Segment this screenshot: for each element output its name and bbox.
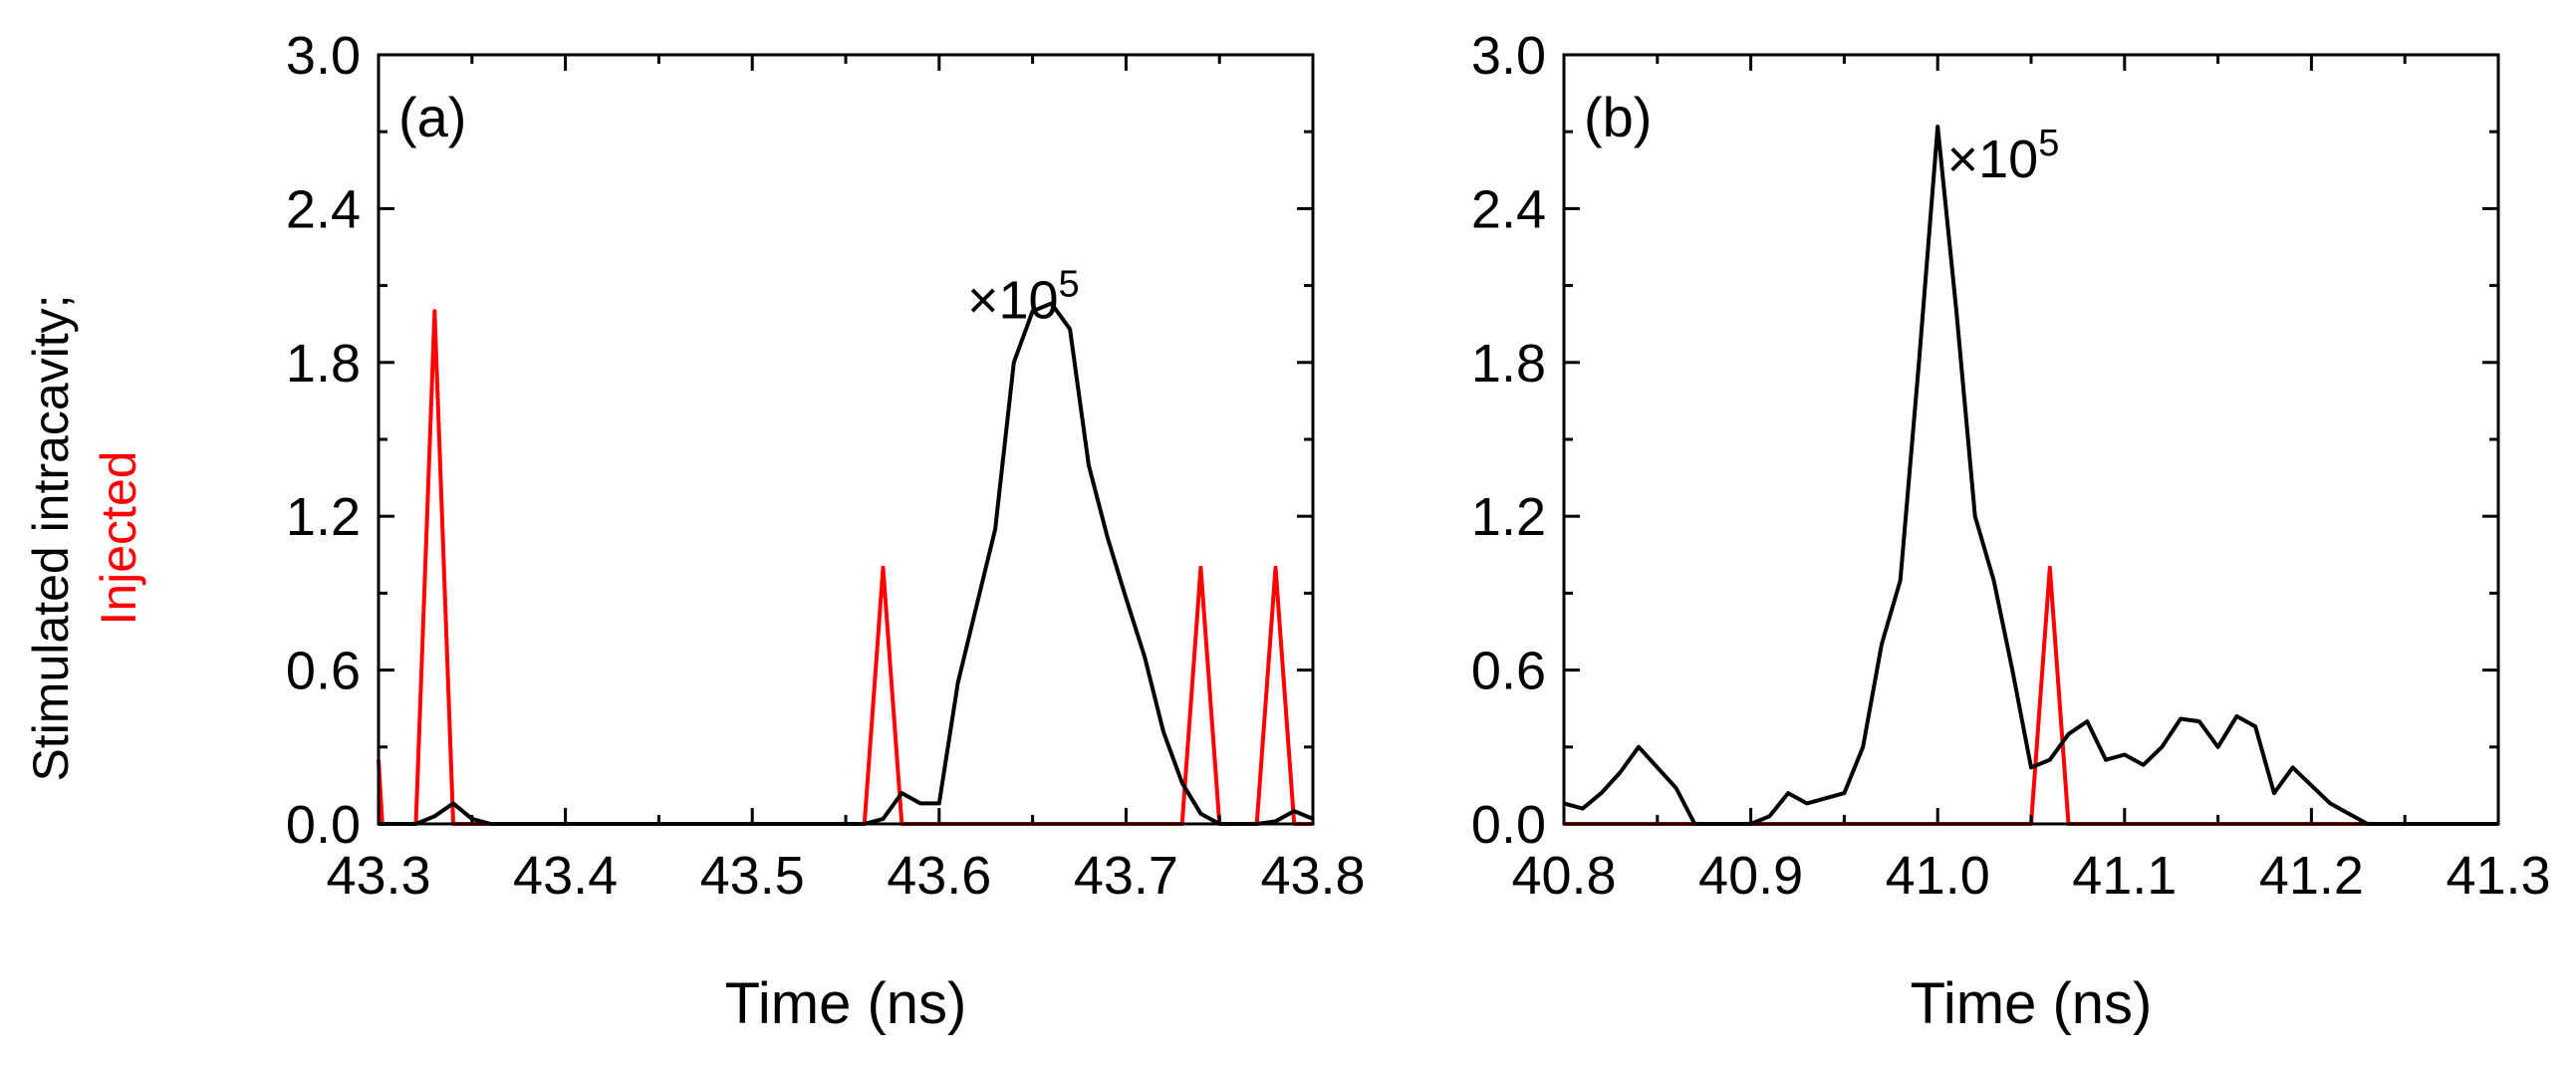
scale-annotation: ×105 xyxy=(1947,123,2060,189)
scale-annotation-exponent: 5 xyxy=(1059,263,1080,305)
y-tick-label: 3.0 xyxy=(1471,26,1546,86)
x-tick-label: 43.3 xyxy=(326,846,430,906)
y-tick-label: 3.0 xyxy=(286,26,361,86)
y-axis-label-line2: Injected xyxy=(91,450,146,625)
y-tick-label: 0.6 xyxy=(286,642,361,701)
scale-annotation-prefix: ×10 xyxy=(967,270,1059,330)
x-tick-label: 43.7 xyxy=(1074,846,1178,906)
panel-label: (b) xyxy=(1584,86,1652,148)
x-tick-label: 43.6 xyxy=(887,846,991,906)
y-tick-label: 1.2 xyxy=(286,487,361,547)
x-tick-label: 40.8 xyxy=(1511,846,1616,906)
x-tick-label: 43.8 xyxy=(1260,846,1365,906)
x-tick-label: 43.5 xyxy=(700,846,805,906)
x-tick-label: 41.1 xyxy=(2072,846,2177,906)
x-tick-label: 41.0 xyxy=(1886,846,1990,906)
y-tick-label: 1.8 xyxy=(1471,334,1546,394)
panel-b: 40.8 40.9 41.0 41.1 41.2 41.3 0.0 0.6 1.2 1.8 2.4 3… xyxy=(1471,26,2551,1036)
y-tick-label: 1.2 xyxy=(1471,487,1546,547)
y-axis-label: Stimulated intracavity; Injected xyxy=(23,294,146,781)
x-axis-title: Time (ns) xyxy=(725,971,967,1036)
plot-frame xyxy=(377,53,1315,826)
y-axis-label-line1: Stimulated intracavity; xyxy=(23,294,79,781)
series-line-stimulated-intracavity xyxy=(379,301,1314,826)
y-tick-label: 0.0 xyxy=(1471,795,1546,855)
y-tick-label: 0.6 xyxy=(1471,642,1546,701)
x-tick-label: 41.2 xyxy=(2259,846,2364,906)
scale-annotation-exponent: 5 xyxy=(2038,123,2059,164)
series-line-injected xyxy=(1564,565,2498,826)
panel-a: 43.3 43.4 43.5 43.6 43.7 43.8 0.0 0.6 1.2 1.8 2.4 3… xyxy=(286,26,1366,1036)
panel-label: (a) xyxy=(398,86,466,148)
scale-annotation: ×105 xyxy=(967,263,1080,330)
y-tick-label: 1.8 xyxy=(286,334,361,394)
x-axis-title: Time (ns) xyxy=(1911,971,2153,1036)
x-tick-label: 43.4 xyxy=(513,846,618,906)
y-tick-label: 0.0 xyxy=(286,795,361,855)
x-tick-label: 40.9 xyxy=(1698,846,1803,906)
y-tick-label: 2.4 xyxy=(286,179,361,239)
series-line-injected xyxy=(377,309,1313,826)
series-line-stimulated-intracavity xyxy=(1563,125,2498,826)
y-tick-label: 2.4 xyxy=(1471,179,1546,239)
x-tick-label: 41.3 xyxy=(2446,846,2550,906)
scale-annotation-prefix: ×10 xyxy=(1947,130,2039,189)
